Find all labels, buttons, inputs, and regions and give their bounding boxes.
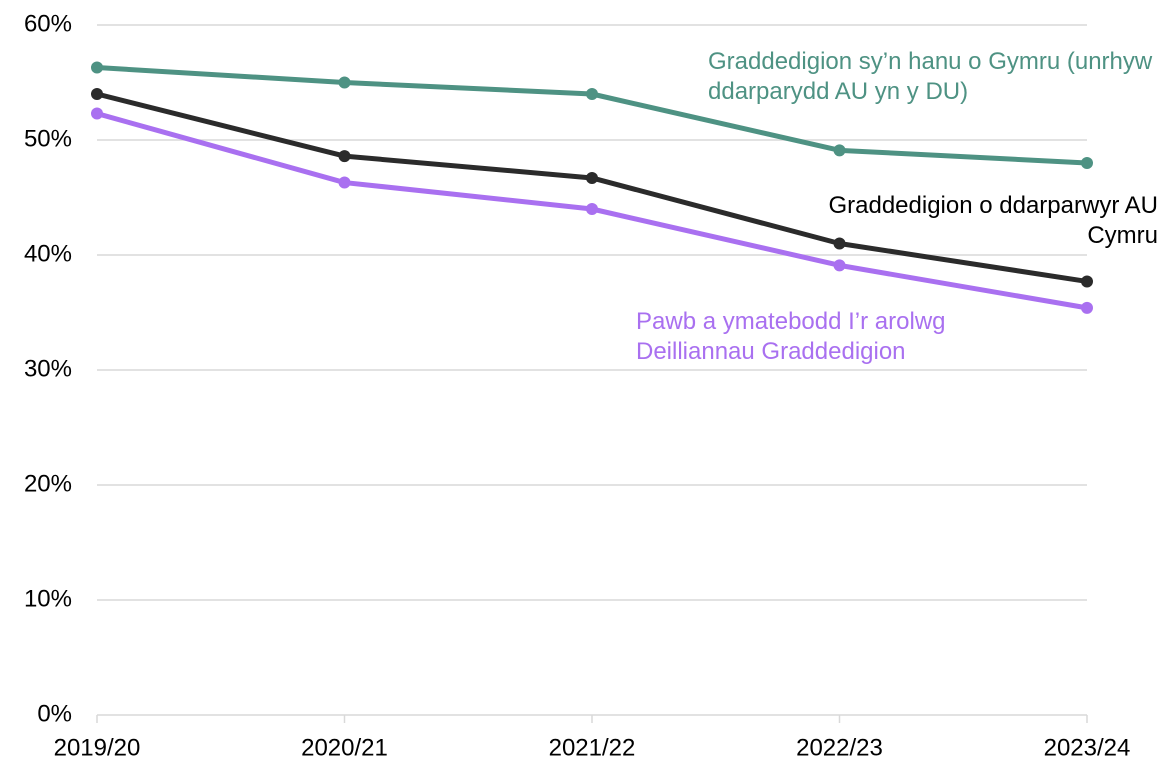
x-tick-label: 2020/21 bbox=[301, 734, 388, 761]
data-point bbox=[338, 76, 351, 89]
data-point bbox=[586, 171, 598, 184]
data-point bbox=[91, 61, 103, 74]
y-tick-label: 10% bbox=[24, 585, 72, 612]
y-tick-label: 0% bbox=[37, 700, 72, 727]
data-point bbox=[833, 259, 846, 272]
data-point bbox=[833, 237, 846, 250]
x-tick-label: 2019/20 bbox=[54, 734, 141, 761]
data-point bbox=[1081, 275, 1093, 288]
series-label: Graddedigion sy’n hanu o Gymru (unrhyw d… bbox=[708, 48, 1153, 105]
series-label: Pawb a ymatebodd I’r arolwg Deilliannau … bbox=[636, 308, 946, 365]
y-tick-label: 40% bbox=[24, 240, 72, 267]
series-label: Graddedigion o ddarparwyr AU Cymru bbox=[828, 192, 1158, 249]
data-point bbox=[1081, 301, 1093, 314]
series-line bbox=[96, 91, 1088, 284]
data-point bbox=[833, 144, 846, 157]
x-tick-label: 2023/24 bbox=[1044, 734, 1131, 761]
y-tick-label: 30% bbox=[24, 355, 72, 382]
y-tick-label: 60% bbox=[24, 10, 72, 37]
data-point bbox=[586, 88, 598, 100]
y-tick-label: 20% bbox=[24, 470, 72, 497]
x-tick-label: 2021/22 bbox=[549, 734, 636, 761]
data-point bbox=[338, 150, 351, 163]
data-point bbox=[1081, 157, 1093, 169]
data-point bbox=[91, 107, 103, 120]
y-tick-label: 50% bbox=[24, 125, 72, 152]
data-point bbox=[338, 176, 351, 189]
data-point bbox=[91, 88, 103, 100]
data-point bbox=[586, 203, 598, 215]
x-tick-label: 2022/23 bbox=[796, 734, 883, 761]
